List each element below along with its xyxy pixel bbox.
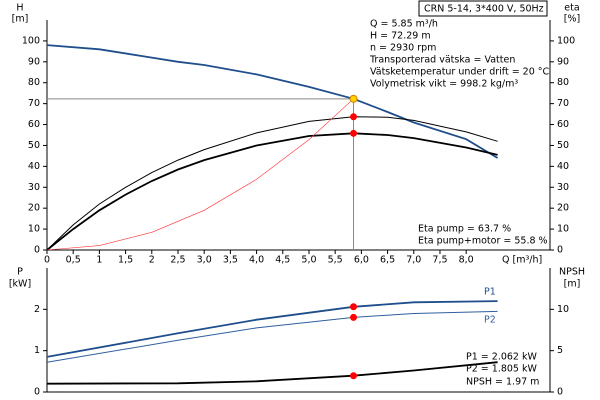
x-tick-label: 2 <box>149 255 155 266</box>
y-axis-label: P <box>17 267 23 278</box>
y2-tick-label: 70 <box>557 98 569 109</box>
x-tick-label: 6,0 <box>354 255 369 266</box>
y2-tick-label: 50 <box>557 140 569 151</box>
y-tick-label: 2 <box>34 304 40 315</box>
header-box <box>418 0 548 17</box>
annotation: H = 72.29 m <box>370 31 431 42</box>
y-tick-label: 100 <box>22 35 40 46</box>
y2-axis-label: eta <box>564 3 579 14</box>
annotation: Q = 5.85 m³/h <box>370 19 438 30</box>
x-tick-label: 2,5 <box>170 255 185 266</box>
annotation: Transporterad vätska = Vatten <box>369 55 515 66</box>
annotation: n = 2930 rpm <box>370 43 436 54</box>
x-tick-label: 3,5 <box>223 255 238 266</box>
y2-tick-label: 80 <box>557 77 569 88</box>
x-tick-label: 7,5 <box>432 255 447 266</box>
y-tick-label: 0 <box>34 387 40 398</box>
curve <box>46 44 499 159</box>
curve-label: P2 <box>484 315 496 326</box>
x-tick-label: 4,5 <box>275 255 290 266</box>
duty-point <box>349 94 358 103</box>
y-tick-label: 30 <box>28 182 40 193</box>
annotation: Volymetrisk vikt = 998.2 kg/m³ <box>370 79 518 90</box>
curve <box>46 310 498 363</box>
header: CRN 5-14, 3*400 V, 50Hz <box>424 4 544 15</box>
y2-axis-label: NPSH <box>559 267 585 278</box>
duty-point <box>350 303 358 311</box>
y2-tick-label: 10 <box>557 224 569 235</box>
annotation: P2 = 1.805 kW <box>466 364 537 375</box>
duty-point <box>350 113 358 121</box>
y2-tick-label: 10 <box>557 304 569 315</box>
y-axis-label: H <box>16 3 23 14</box>
y2-tick-label: 30 <box>557 182 569 193</box>
y-tick-label: 90 <box>28 56 40 67</box>
y2-tick-label: 40 <box>557 161 569 172</box>
duty-point <box>350 129 358 137</box>
annotation: Eta pump+motor = 55.8 % <box>418 236 548 247</box>
x-tick-label: 5,5 <box>328 255 343 266</box>
y-tick-label: 20 <box>28 203 40 214</box>
y-tick-label: 40 <box>28 161 40 172</box>
x-axis-label: Q [m³/h] <box>502 255 542 266</box>
x-tick-label: 0,5 <box>66 255 81 266</box>
x-tick-label: 1 <box>96 255 102 266</box>
y2-tick-label: 5 <box>557 345 563 356</box>
x-tick-label: 0 <box>44 255 50 266</box>
annotation: Vätsketemperatur under drift = 20 °C <box>370 67 550 78</box>
y-tick-label: 70 <box>28 98 40 109</box>
curve <box>46 361 498 385</box>
x-tick-label: 1,5 <box>118 255 133 266</box>
y2-tick-label: 0 <box>557 387 563 398</box>
y-axis-unit: [m] <box>12 14 29 25</box>
curve <box>46 132 498 251</box>
y2-tick-label: 20 <box>557 203 569 214</box>
y-tick-label: 50 <box>28 140 40 151</box>
y-axis-unit: [kW] <box>9 279 31 290</box>
y-tick-label: 60 <box>28 119 40 130</box>
y2-tick-label: 60 <box>557 119 569 130</box>
y2-tick-label: 100 <box>557 35 575 46</box>
duty-point <box>350 372 358 380</box>
curve <box>46 98 354 251</box>
curve <box>46 116 498 251</box>
y2-axis-unit: [m] <box>564 279 581 290</box>
y-tick-label: 1 <box>34 345 40 356</box>
x-tick-label: 3,0 <box>197 255 212 266</box>
x-tick-label: 5,0 <box>301 255 316 266</box>
y-tick-label: 80 <box>28 77 40 88</box>
x-tick-label: 7,0 <box>406 255 421 266</box>
y-tick-label: 0 <box>34 245 40 256</box>
curve-label: P1 <box>484 287 496 298</box>
annotation: P1 = 2.062 kW <box>466 352 537 363</box>
plot-frame <box>46 20 551 251</box>
y2-axis-unit: [%] <box>564 14 580 25</box>
annotation: Eta pump = 63.7 % <box>418 224 511 235</box>
duty-point <box>350 313 358 321</box>
y2-tick-label: 0 <box>557 245 563 256</box>
annotation: NPSH = 1.97 m <box>466 377 539 388</box>
y-tick-label: 10 <box>28 224 40 235</box>
curve <box>46 300 498 358</box>
y2-tick-label: 90 <box>557 56 569 67</box>
x-tick-label: 6,5 <box>380 255 395 266</box>
x-tick-label: 8,0 <box>459 255 474 266</box>
plot-frame <box>46 268 551 393</box>
x-tick-label: 4,0 <box>249 255 264 266</box>
